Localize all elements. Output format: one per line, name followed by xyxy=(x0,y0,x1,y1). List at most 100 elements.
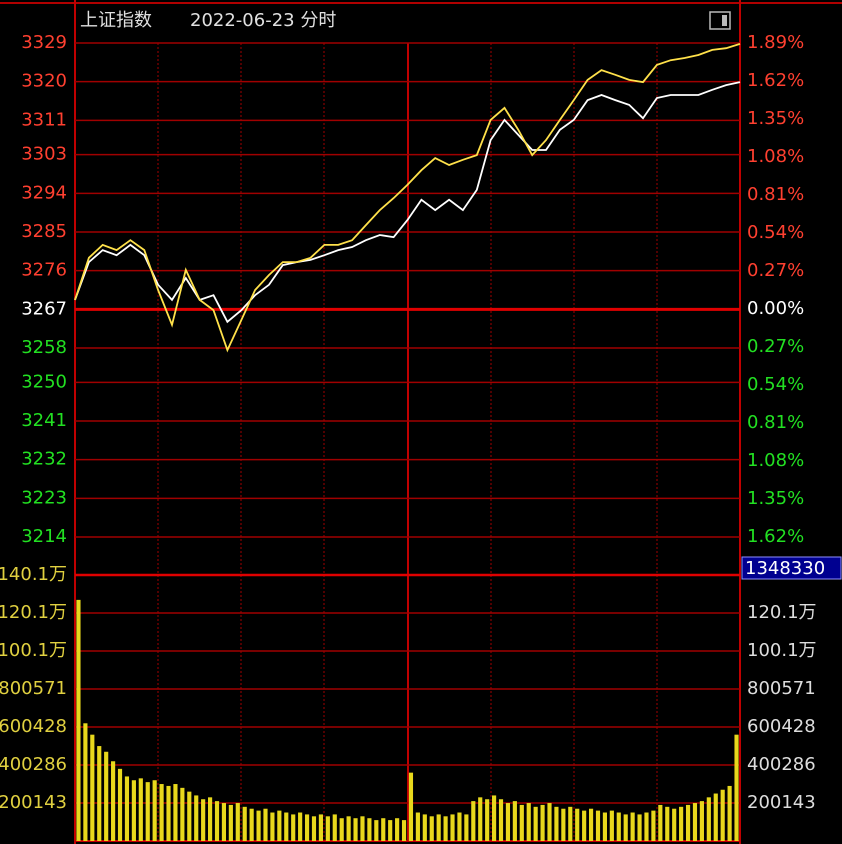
y-tick-label: 3285 xyxy=(21,221,67,242)
volume-bar xyxy=(159,784,164,841)
volume-bar xyxy=(131,780,136,841)
y-tick-label-right: 120.1万 xyxy=(747,602,817,623)
volume-bar xyxy=(235,803,240,841)
volume-bar xyxy=(492,795,497,841)
volume-readout-box xyxy=(741,556,842,580)
volume-bar xyxy=(249,808,254,841)
volume-bar xyxy=(512,801,517,841)
volume-bar xyxy=(609,810,614,841)
volume-bar xyxy=(152,780,157,841)
y-tick-label: 800571 xyxy=(0,678,67,699)
volume-bar xyxy=(692,803,698,841)
y2-tick-label: 0.00% xyxy=(747,298,804,319)
volume-bar xyxy=(214,801,220,841)
y-tick-label-right: 200143 xyxy=(747,792,816,813)
volume-bar xyxy=(166,785,171,841)
volume-bar xyxy=(318,814,323,841)
chart-title: 上证指数 xyxy=(80,10,152,31)
volume-bar xyxy=(644,812,649,841)
y-tick-label-right: 400286 xyxy=(747,754,816,775)
y2-tick-label: 1.62% xyxy=(747,526,804,547)
y2-tick-label: 0.27% xyxy=(747,336,804,357)
volume-bar xyxy=(117,768,123,841)
toggle-icon[interactable] xyxy=(709,11,731,30)
volume-bar xyxy=(713,793,718,841)
volume-bar xyxy=(381,818,386,841)
y-tick-label: 3232 xyxy=(21,449,67,470)
volume-bar xyxy=(478,797,483,841)
volume-bar xyxy=(374,820,379,841)
volume-bar xyxy=(436,814,441,841)
volume-bar xyxy=(699,801,704,841)
volume-bar xyxy=(401,820,407,841)
y2-tick-label: 1.89% xyxy=(747,32,804,53)
volume-bar xyxy=(138,778,143,841)
volume-bar xyxy=(83,723,88,841)
y2-tick-label: 0.54% xyxy=(747,374,804,395)
volume-bar xyxy=(76,599,81,841)
volume-bar xyxy=(145,782,150,841)
volume-bar xyxy=(187,791,192,841)
y-tick-label: 140.1万 xyxy=(0,564,67,585)
volume-bar xyxy=(727,785,732,841)
volume-bar xyxy=(201,799,206,841)
y2-tick-label: 0.81% xyxy=(747,184,804,205)
volume-bar xyxy=(588,808,594,841)
volume-bar xyxy=(651,810,656,841)
volume-bar xyxy=(194,795,199,841)
volume-bar xyxy=(672,808,677,841)
y-tick-label-right: 100.1万 xyxy=(747,640,817,661)
volume-bar xyxy=(104,751,109,841)
y-tick-label: 3320 xyxy=(21,71,67,92)
volume-bar xyxy=(505,803,511,841)
volume-bar xyxy=(90,734,95,841)
y-tick-label: 600428 xyxy=(0,716,67,737)
volume-bar xyxy=(595,810,601,841)
volume-bar xyxy=(256,810,261,841)
volume-bar xyxy=(637,814,642,841)
y2-tick-label: 1.35% xyxy=(747,108,804,129)
volume-bar xyxy=(242,806,247,841)
volume-bar xyxy=(339,818,344,841)
volume-bar xyxy=(665,806,670,841)
volume-bar xyxy=(228,804,233,841)
volume-bar xyxy=(526,803,531,841)
y-tick-label: 3267 xyxy=(21,298,67,319)
volume-bar xyxy=(415,812,420,841)
volume-bar xyxy=(685,804,691,841)
volume-bar xyxy=(97,746,102,841)
y-tick-label: 400286 xyxy=(0,754,67,775)
volume-bar xyxy=(519,804,524,841)
volume-bar xyxy=(734,734,739,841)
volume-bar xyxy=(173,784,178,841)
volume-bar xyxy=(270,812,275,841)
volume-bar xyxy=(208,797,213,841)
volume-bar xyxy=(658,804,663,841)
y2-tick-label: 0.81% xyxy=(747,412,804,433)
volume-bar xyxy=(332,814,337,841)
volume-bar xyxy=(346,816,351,841)
volume-bar xyxy=(540,804,545,841)
volume-bar xyxy=(429,816,434,841)
price-line xyxy=(74,43,741,353)
y2-tick-label: 1.35% xyxy=(747,488,804,509)
y-tick-label: 200143 xyxy=(0,792,67,813)
volume-bar xyxy=(630,812,635,841)
volume-bar xyxy=(561,808,566,841)
volume-bar xyxy=(568,806,573,841)
volume-bar xyxy=(311,816,317,841)
volume-bar xyxy=(284,812,289,841)
y-tick-label: 3241 xyxy=(21,410,67,431)
volume-readout: 1348330 xyxy=(745,558,825,579)
volume-bar xyxy=(485,799,490,841)
volume-bar xyxy=(471,801,476,841)
volume-bar xyxy=(180,787,185,841)
volume-bar xyxy=(263,808,268,841)
y-tick-label: 3276 xyxy=(21,260,67,281)
volume-bar xyxy=(547,803,552,841)
y2-tick-label: 1.08% xyxy=(747,146,804,167)
volume-bar xyxy=(291,814,296,841)
volume-bar xyxy=(602,812,607,841)
